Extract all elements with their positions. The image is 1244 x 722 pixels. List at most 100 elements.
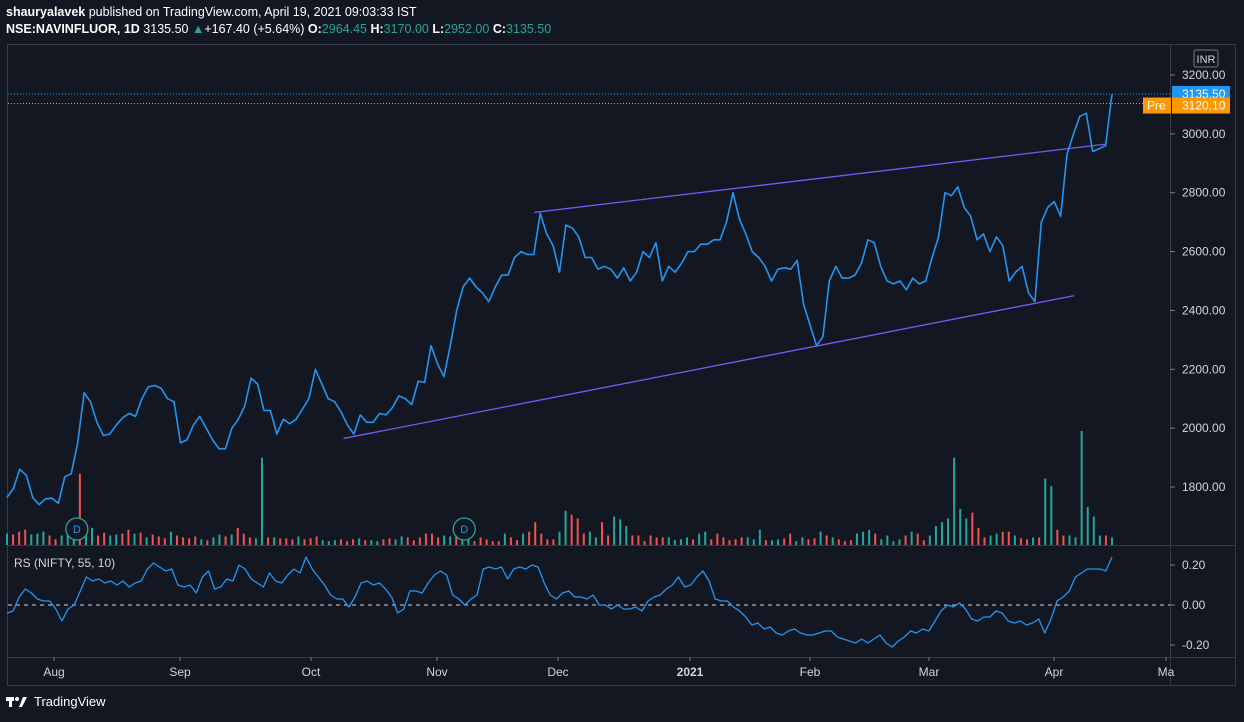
high-label: H: (370, 22, 384, 36)
time-tick-label: Apr (1045, 665, 1064, 679)
volume-bar (60, 535, 63, 545)
volume-bar (412, 540, 415, 545)
volume-bar (1056, 529, 1059, 545)
volume-bar (977, 527, 980, 545)
volume-bar (686, 537, 688, 545)
volume-bar (983, 537, 986, 545)
currency-box[interactable] (1193, 49, 1219, 68)
price-tick-label: 2600.00 (1182, 245, 1226, 259)
volume-bar (54, 539, 57, 545)
volume-bar (698, 533, 701, 545)
volume-bar (91, 527, 93, 545)
volume-bar (145, 537, 148, 545)
volume-bar (1026, 539, 1028, 545)
volume-bar (151, 534, 154, 545)
volume-bar (825, 535, 828, 545)
volume-bar (613, 516, 616, 545)
volume-bar (315, 536, 318, 545)
price-tick-label: 2800.00 (1182, 186, 1226, 200)
dividend-marker-icon (452, 517, 476, 541)
volume-bar (959, 508, 962, 545)
volume-bar (176, 535, 178, 545)
volume-bar (97, 535, 100, 545)
volume-bar (109, 535, 112, 545)
tradingview-footer[interactable]: TradingView (6, 694, 106, 709)
volume-bar (1062, 535, 1065, 545)
volume-bar (934, 526, 937, 545)
volume-bar (777, 539, 780, 545)
volume-bar (121, 533, 124, 545)
volume-bar (127, 529, 130, 545)
last-price-badge-text: 3135.50 (1182, 87, 1226, 101)
price-tick-label: 2000.00 (1182, 421, 1226, 435)
open-label: O: (307, 22, 322, 36)
volume-bar (831, 537, 834, 545)
volume-bar (84, 533, 87, 545)
volume-bar (947, 518, 950, 545)
volume-bar (236, 527, 239, 545)
trendlines[interactable] (343, 143, 1106, 440)
volume-bar (1019, 538, 1022, 545)
trendline-upper (534, 143, 1106, 214)
price-tick-label: 3200.00 (1182, 68, 1226, 82)
volume-bar (321, 540, 324, 545)
volume-bar (582, 533, 585, 545)
time-tick-label: Ma (1158, 665, 1175, 679)
volume-bar (989, 535, 992, 545)
volume-bar (643, 541, 646, 545)
volume-bar (1032, 537, 1035, 545)
volume-bar (467, 536, 470, 545)
volume-bar (588, 531, 591, 545)
symbol-label[interactable]: NSE:NAVINFLUOR, 1D (6, 22, 140, 36)
price-axis[interactable]: 3200.00 3000.00 2800.00 2600.00 2400.00 2200.… (1170, 68, 1226, 494)
volume-bar (734, 539, 737, 545)
volume-bar (297, 536, 300, 545)
high-value: 3170.00 (383, 22, 429, 36)
volume-bar (1074, 537, 1077, 545)
low-value: 2952.00 (444, 22, 490, 36)
volume-bar (400, 536, 403, 545)
volume-bar (254, 538, 257, 545)
volume-bar (78, 473, 81, 545)
volume-bar (910, 531, 913, 545)
time-tick-label: Oct (302, 665, 321, 679)
volume-bar (625, 526, 628, 545)
volume-bar (783, 538, 786, 545)
volume-bar (892, 541, 895, 545)
volume-bar (200, 539, 203, 545)
time-axis[interactable]: Aug Sep Oct Nov Dec 2021 Feb Mar Apr Ma (43, 657, 1175, 679)
publisher-username[interactable]: shauryalavek (6, 5, 86, 19)
change-up-icon: ▲ (191, 22, 205, 36)
volume-bar (212, 537, 215, 545)
volume-bar (667, 537, 670, 545)
volume-bar (273, 537, 276, 545)
volume-bar (807, 539, 810, 545)
volume-bar (188, 538, 191, 545)
indicator-tick-label: 0.20 (1182, 558, 1206, 572)
volume-bar (679, 539, 682, 545)
volume-bar (564, 510, 567, 545)
volume-bar (339, 539, 342, 545)
volume-bar (431, 533, 433, 545)
volume-bar (710, 539, 713, 545)
volume-bar (1092, 516, 1095, 545)
pre-badge (1143, 97, 1171, 114)
volume-bar (922, 540, 925, 545)
volume-bar (242, 533, 245, 545)
volume-bar (194, 536, 197, 545)
ohlc-line: NSE:NAVINFLUOR, 1D 3135.50 ▲+167.40 (+5.… (6, 21, 551, 38)
pre-price-badge-text: 3120.10 (1182, 99, 1226, 113)
volume-bar (394, 539, 397, 545)
time-tick-label: Feb (800, 665, 821, 679)
volume-bar (692, 539, 695, 545)
trendline-lower (343, 295, 1075, 440)
time-tick-label: Sep (169, 665, 191, 679)
volume-bar (601, 522, 603, 545)
volume-bar (607, 535, 610, 545)
volume-bar (764, 540, 767, 545)
indicator-label[interactable]: RS (NIFTY, 55, 10) (14, 556, 115, 570)
volume-bar (66, 531, 69, 545)
volume-bar (874, 533, 877, 545)
